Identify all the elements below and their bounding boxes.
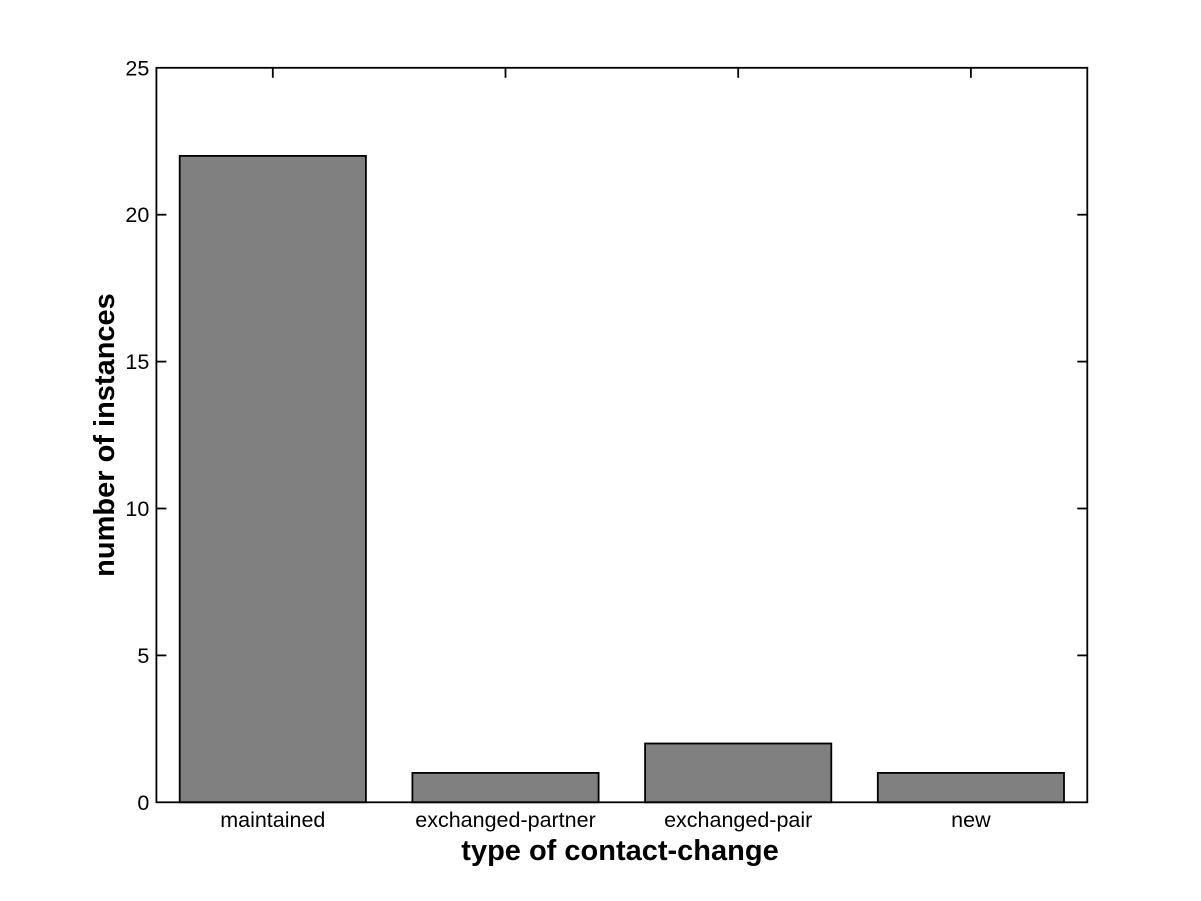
svg-text:20: 20 <box>125 203 149 227</box>
svg-text:exchanged-partner: exchanged-partner <box>415 808 595 832</box>
svg-text:type of contact-change: type of contact-change <box>461 835 778 867</box>
svg-text:10: 10 <box>125 497 149 521</box>
svg-text:25: 25 <box>125 56 149 80</box>
svg-text:number of instances: number of instances <box>89 293 121 577</box>
svg-text:0: 0 <box>137 791 149 815</box>
svg-text:15: 15 <box>125 350 149 374</box>
svg-text:exchanged-pair: exchanged-pair <box>664 808 812 832</box>
svg-text:5: 5 <box>137 644 149 668</box>
svg-text:new: new <box>951 808 991 832</box>
svg-text:maintained: maintained <box>220 808 325 832</box>
